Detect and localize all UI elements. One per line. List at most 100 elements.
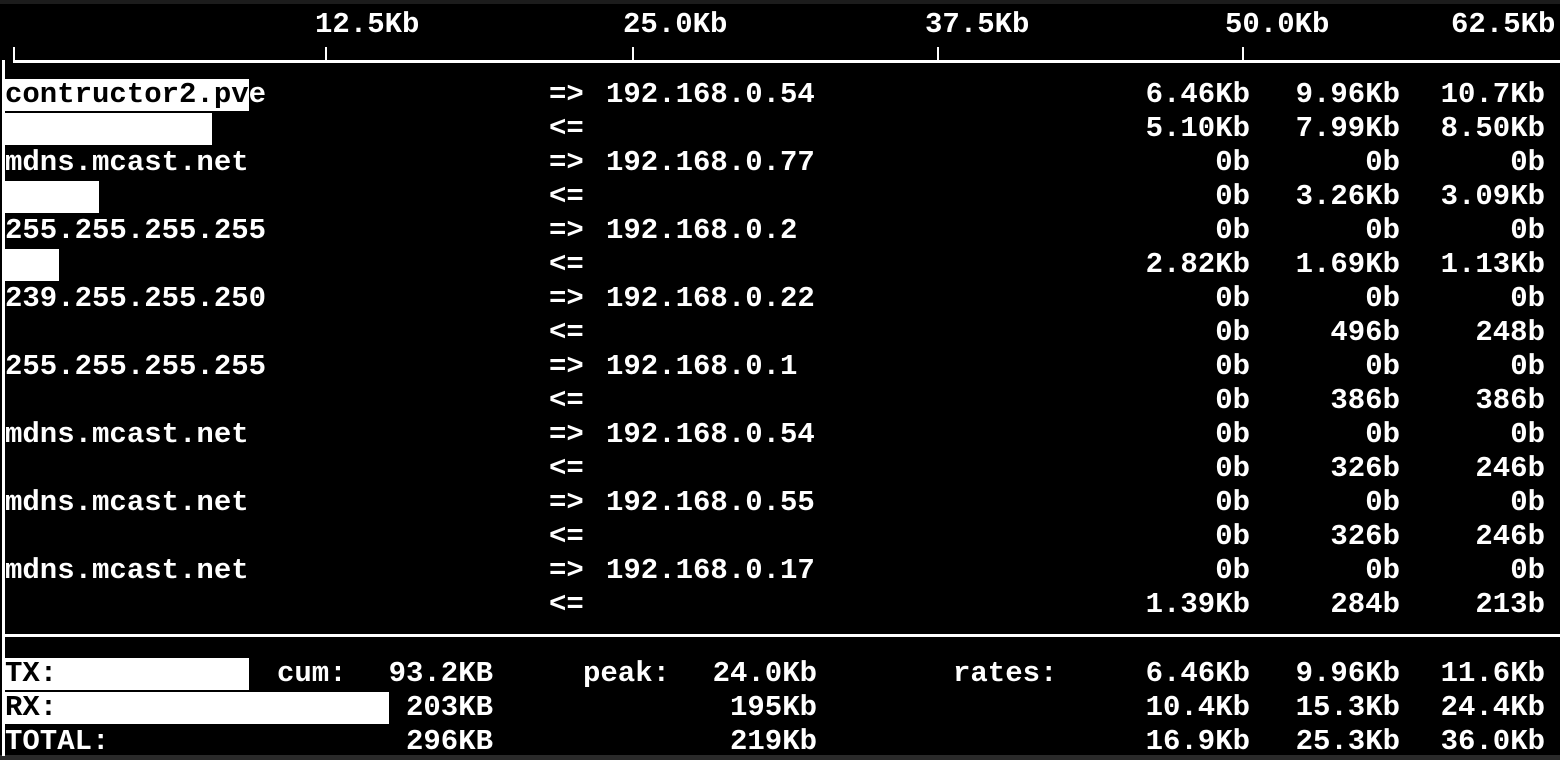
window-edge-left bbox=[2, 60, 5, 756]
terminal-line: contructor2.pvecontructor2.pve=>192.168.… bbox=[0, 78, 1560, 112]
tx-rate-2s: 0b bbox=[1215, 554, 1250, 587]
scale-tick bbox=[1242, 47, 1244, 61]
source-host: mdns.mcast.net bbox=[5, 486, 249, 519]
tx-rate-40s: 0b bbox=[1510, 418, 1545, 451]
terminal-line: TOTAL: TOTAL: 296KB 219Kb 16.9Kb 25.3Kb 36.0Kb bbox=[0, 725, 1560, 759]
summary-peak-value: 219Kb bbox=[729, 725, 817, 758]
window-edge-bottom bbox=[0, 755, 1560, 760]
tx-rate-40s: 0b bbox=[1510, 350, 1545, 383]
rx-arrow: <= bbox=[549, 180, 584, 213]
summary-peak-value: 195Kb bbox=[729, 691, 817, 724]
peer-address: 192.168.0.55 bbox=[606, 486, 815, 519]
terminal-line: <= 2.82Kb 1.69Kb 1.13Kb bbox=[0, 248, 1560, 282]
terminal-line: 255.255.255.255 255.255.255.255 => 192.168.… bbox=[0, 350, 1560, 384]
scale-ruler bbox=[13, 60, 1560, 63]
peer-address: 192.168.0.22 bbox=[606, 282, 815, 315]
rx-rate-10s: 7.99Kb bbox=[1295, 112, 1400, 145]
rx-rate-2s: 0b bbox=[1215, 316, 1250, 349]
tx-arrow: => bbox=[549, 78, 584, 111]
rx-rate-10s: 3.26Kb bbox=[1295, 180, 1400, 213]
traffic-bar bbox=[4, 79, 249, 111]
rx-rate-40s: 213b bbox=[1475, 588, 1545, 621]
tx-rate-2s: 0b bbox=[1215, 214, 1250, 247]
tx-arrow: => bbox=[549, 350, 584, 383]
tx-rate-40s: 10.7Kb bbox=[1440, 78, 1545, 111]
rx-arrow: <= bbox=[549, 384, 584, 417]
rx-rate-40s: 248b bbox=[1475, 316, 1545, 349]
summary-peak-value: 24.0Kb bbox=[712, 657, 817, 690]
tx-rate-10s: 0b bbox=[1365, 554, 1400, 587]
tx-rate-10s: 0b bbox=[1365, 350, 1400, 383]
rx-arrow: <= bbox=[549, 112, 584, 145]
rx-rate-10s: 326b bbox=[1330, 452, 1400, 485]
terminal-line: <= 0b 3.26Kb 3.09Kb bbox=[0, 180, 1560, 214]
rx-rate-2s: 0b bbox=[1215, 384, 1250, 417]
terminal-line: mdns.mcast.net mdns.mcast.net => 192.168.0.… bbox=[0, 146, 1560, 180]
summary-rate-40s: 11.6Kb bbox=[1440, 657, 1545, 690]
traffic-bar bbox=[4, 658, 249, 690]
scale-tick bbox=[937, 47, 939, 61]
rx-arrow: <= bbox=[549, 248, 584, 281]
rx-rate-10s: 1.69Kb bbox=[1295, 248, 1400, 281]
rx-rate-2s: 0b bbox=[1215, 452, 1250, 485]
terminal-line: 255.255.255.255 255.255.255.255 => 192.168.… bbox=[0, 214, 1560, 248]
summary-rate-10s: 9.96Kb bbox=[1295, 657, 1400, 690]
peak-column-label: peak: bbox=[583, 657, 671, 690]
rx-rate-40s: 8.50Kb bbox=[1440, 112, 1545, 145]
tx-rate-10s: 0b bbox=[1365, 282, 1400, 315]
peer-address: 192.168.0.77 bbox=[606, 146, 815, 179]
scale-label: 25.0Kb bbox=[623, 8, 728, 41]
traffic-bar bbox=[4, 113, 212, 145]
source-host: mdns.mcast.net bbox=[5, 146, 249, 179]
tx-rate-40s: 0b bbox=[1510, 146, 1545, 179]
summary-label: TOTAL: bbox=[5, 725, 110, 758]
summary-divider bbox=[4, 634, 1560, 637]
tx-arrow: => bbox=[549, 418, 584, 451]
rx-arrow: <= bbox=[549, 588, 584, 621]
summary-rate-2s: 10.4Kb bbox=[1145, 691, 1250, 724]
terminal-line: mdns.mcast.net mdns.mcast.net => 192.168.0.… bbox=[0, 418, 1560, 452]
scale-label: 37.5Kb bbox=[925, 8, 1030, 41]
traffic-bar bbox=[4, 181, 99, 213]
traffic-bar bbox=[4, 249, 59, 281]
terminal-line: 239.255.255.250 239.255.255.250 => 192.168.… bbox=[0, 282, 1560, 316]
cum-column-label: cum: bbox=[277, 657, 347, 690]
summary-cum-value: 296KB bbox=[405, 725, 493, 758]
scale-label: 50.0Kb bbox=[1225, 8, 1330, 41]
rx-rate-2s: 5.10Kb bbox=[1145, 112, 1250, 145]
tx-rate-40s: 0b bbox=[1510, 486, 1545, 519]
tx-rate-10s: 0b bbox=[1365, 486, 1400, 519]
rx-rate-2s: 1.39Kb bbox=[1145, 588, 1250, 621]
rx-rate-2s: 0b bbox=[1215, 520, 1250, 553]
tx-rate-10s: 0b bbox=[1365, 214, 1400, 247]
peer-address: 192.168.0.2 bbox=[606, 214, 798, 247]
terminal-line: <= 0b 386b 386b bbox=[0, 384, 1560, 418]
summary-label: TX: bbox=[5, 657, 58, 690]
tx-rate-10s: 0b bbox=[1365, 146, 1400, 179]
tx-rate-10s: 9.96Kb bbox=[1295, 78, 1400, 111]
terminal-line: mdns.mcast.net mdns.mcast.net => 192.168.0.… bbox=[0, 486, 1560, 520]
rx-rate-40s: 1.13Kb bbox=[1440, 248, 1545, 281]
tx-arrow: => bbox=[549, 214, 584, 247]
tx-rate-2s: 6.46Kb bbox=[1145, 78, 1250, 111]
rx-rate-2s: 2.82Kb bbox=[1145, 248, 1250, 281]
terminal-line: <= 5.10Kb 7.99Kb 8.50Kb bbox=[0, 112, 1560, 146]
rx-rate-2s: 0b bbox=[1215, 180, 1250, 213]
source-host: 255.255.255.255 bbox=[5, 350, 267, 383]
rx-rate-10s: 284b bbox=[1330, 588, 1400, 621]
tx-arrow: => bbox=[549, 486, 584, 519]
tx-rate-40s: 0b bbox=[1510, 554, 1545, 587]
summary-rate-10s: 25.3Kb bbox=[1295, 725, 1400, 758]
source-host: 239.255.255.250 bbox=[5, 282, 267, 315]
summary-label: RX: bbox=[5, 691, 58, 724]
traffic-bar bbox=[4, 692, 389, 724]
tx-rate-40s: 0b bbox=[1510, 214, 1545, 247]
summary-rate-40s: 24.4Kb bbox=[1440, 691, 1545, 724]
window-edge-top bbox=[0, 0, 1560, 4]
terminal-line: <= 0b 496b 248b bbox=[0, 316, 1560, 350]
source-host: contructor2.pve bbox=[249, 78, 266, 112]
tx-arrow: => bbox=[549, 554, 584, 587]
scale-label: 12.5Kb bbox=[315, 8, 420, 41]
tx-arrow: => bbox=[549, 146, 584, 179]
